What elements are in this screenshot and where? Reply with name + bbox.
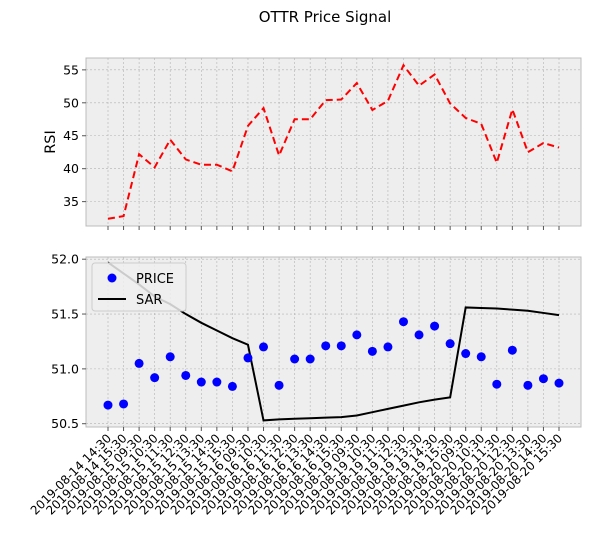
price-point (103, 400, 113, 410)
sar-series-line (107, 261, 560, 422)
price-point (383, 342, 393, 352)
price-point (290, 354, 300, 364)
rsi-y-axis-label: RSI (43, 130, 59, 154)
price-y-tick-label: 50.5 (51, 416, 79, 431)
rsi-plot-area (85, 57, 582, 227)
legend-sar-label: SAR (136, 293, 162, 308)
price-point (196, 377, 206, 387)
price-point (507, 345, 517, 355)
price-point (243, 353, 253, 363)
chart-title: OTTR Price Signal (259, 8, 392, 26)
price-point (476, 352, 486, 362)
rsi-y-tick-label: 35 (63, 194, 79, 209)
legend-price-marker (107, 273, 117, 283)
price-point (445, 339, 455, 349)
rsi-series-line (107, 63, 560, 220)
rsi-y-tick-label: 55 (63, 62, 79, 77)
legend-price-label: PRICE (136, 272, 174, 287)
price-point (414, 330, 424, 340)
price-point (119, 399, 129, 409)
price-point (554, 378, 564, 388)
price-point (398, 317, 408, 327)
price-point (274, 380, 284, 390)
price-point (430, 321, 440, 331)
rsi-y-tick-label: 50 (63, 95, 79, 110)
price-point (492, 379, 502, 389)
price-point (352, 330, 362, 340)
price-point (134, 358, 144, 368)
price-point (227, 381, 237, 391)
rsi-y-tick-label: 45 (63, 128, 79, 143)
rsi-y-tick-label: 40 (63, 161, 79, 176)
price-point (523, 380, 533, 390)
price-point (367, 346, 377, 356)
price-point (181, 370, 191, 380)
price-y-tick-label: 52.0 (51, 252, 79, 267)
price-point (150, 373, 160, 383)
price-y-tick-label: 51.0 (51, 361, 79, 376)
price-point (259, 342, 269, 352)
price-point (336, 341, 346, 351)
price-y-tick-label: 51.5 (51, 307, 79, 322)
price-point (538, 374, 548, 384)
price-point (165, 352, 175, 362)
price-point (461, 349, 471, 359)
price-point (212, 377, 222, 387)
price-point (305, 354, 315, 364)
price-point (321, 341, 331, 351)
